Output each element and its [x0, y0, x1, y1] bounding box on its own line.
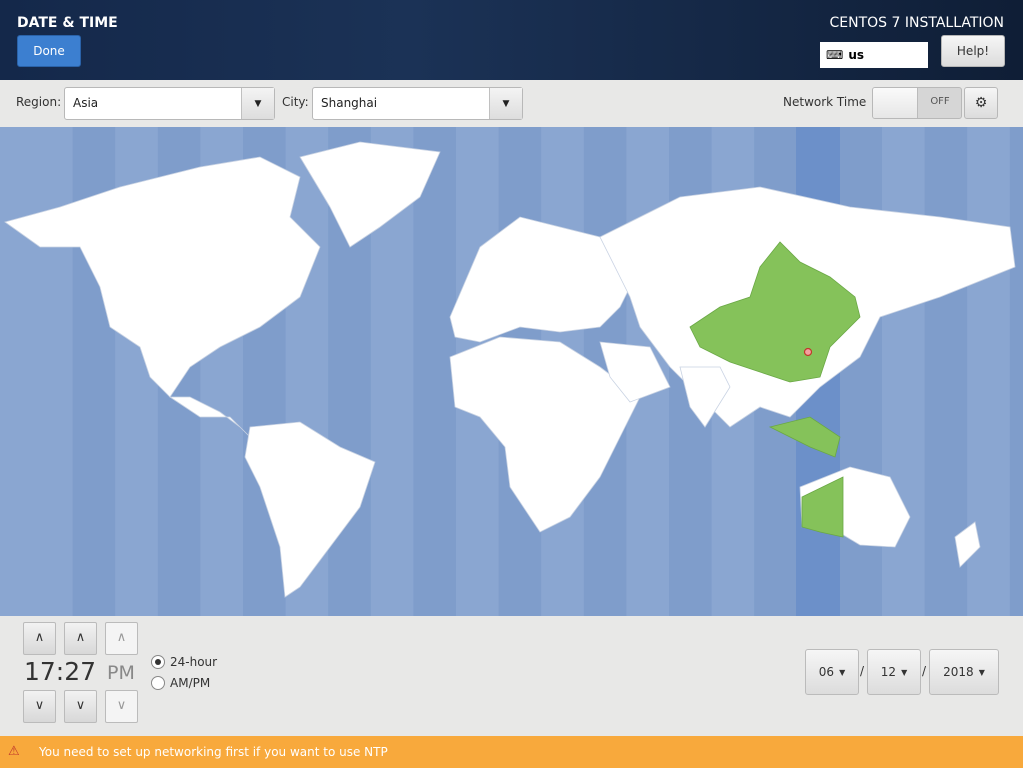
timezone-band [1009, 127, 1023, 616]
day-dropdown[interactable]: 12 ▼ [867, 649, 921, 695]
warning-icon: ⚠ [8, 744, 20, 759]
radio-24-hour[interactable]: 24-hour [151, 655, 217, 669]
toggle-knob[interactable] [873, 88, 918, 118]
new-zealand [954, 521, 981, 568]
header: DATE & TIME Done CENTOS 7 INSTALLATION ⌨… [0, 0, 1023, 80]
date-separator: / [860, 664, 865, 678]
toggle-state: OFF [930, 96, 950, 107]
north-america [4, 156, 321, 398]
page-title: DATE & TIME [17, 15, 118, 31]
central-america [168, 396, 251, 438]
city-combo[interactable]: Shanghai ▼ [312, 87, 523, 120]
timezone-toolbar: Region: Asia ▼ City: Shanghai ▼ Network Ti… [0, 80, 1023, 127]
keyboard-layout-label: us [848, 48, 865, 62]
africa [449, 336, 641, 533]
time-display: 17:27 [24, 657, 97, 686]
network-time-label: Network Time [783, 95, 867, 109]
europe [449, 216, 641, 343]
south-america [244, 421, 376, 598]
timezone-map[interactable] [0, 127, 1023, 616]
chevron-down-icon[interactable]: ▼ [489, 88, 522, 119]
chevron-down-icon[interactable]: ▼ [241, 88, 274, 119]
ampm-down-button[interactable]: ∨ [105, 690, 138, 723]
timezone-band [413, 127, 456, 616]
month-dropdown[interactable]: 06 ▼ [805, 649, 859, 695]
minute-up-button[interactable]: ∧ [64, 622, 97, 655]
ampm-up-button[interactable]: ∧ [105, 622, 138, 655]
network-time-toggle[interactable]: OFF [872, 87, 962, 119]
radio-label: 24-hour [170, 655, 218, 669]
radio-label: AM/PM [170, 676, 211, 690]
indonesia-region [768, 416, 841, 458]
arabia [599, 341, 671, 403]
greenland [299, 141, 441, 248]
ampm-display: PM [107, 662, 135, 684]
india [679, 366, 731, 428]
installer-title: CENTOS 7 INSTALLATION [829, 15, 1004, 31]
region-label: Region: [16, 95, 62, 109]
chevron-down-icon: ▼ [839, 667, 846, 677]
done-button[interactable]: Done [17, 35, 81, 67]
keyboard-icon: ⌨ [826, 48, 844, 62]
year-dropdown[interactable]: 2018 ▼ [929, 649, 999, 695]
hour-down-button[interactable]: ∨ [23, 690, 56, 723]
warning-bar: ⚠ You need to set up networking first if … [0, 736, 1023, 768]
warning-text: You need to set up networking first if y… [39, 745, 388, 759]
keyboard-layout-indicator[interactable]: ⌨ us [820, 42, 928, 68]
month-value: 06 [818, 665, 835, 679]
city-value: Shanghai [321, 96, 378, 110]
chevron-down-icon: ▼ [901, 667, 908, 677]
city-label: City: [282, 95, 309, 109]
selected-city-pin [803, 347, 813, 357]
region-value: Asia [73, 96, 99, 110]
region-combo[interactable]: Asia ▼ [64, 87, 275, 120]
gear-icon: ⚙ [974, 95, 988, 111]
date-separator: / [922, 664, 927, 678]
day-value: 12 [880, 665, 897, 679]
continents [4, 141, 1016, 598]
ntp-settings-button[interactable]: ⚙ [964, 87, 998, 119]
minute-down-button[interactable]: ∨ [64, 690, 97, 723]
western-australia-region [801, 476, 844, 538]
hour-up-button[interactable]: ∧ [23, 622, 56, 655]
year-value: 2018 [943, 665, 974, 679]
help-button[interactable]: Help! [941, 35, 1005, 67]
chevron-down-icon: ▼ [978, 667, 985, 677]
radio-ampm[interactable]: AM/PM [151, 676, 210, 690]
china-region [689, 241, 861, 383]
selected-timezone-regions [689, 241, 861, 538]
